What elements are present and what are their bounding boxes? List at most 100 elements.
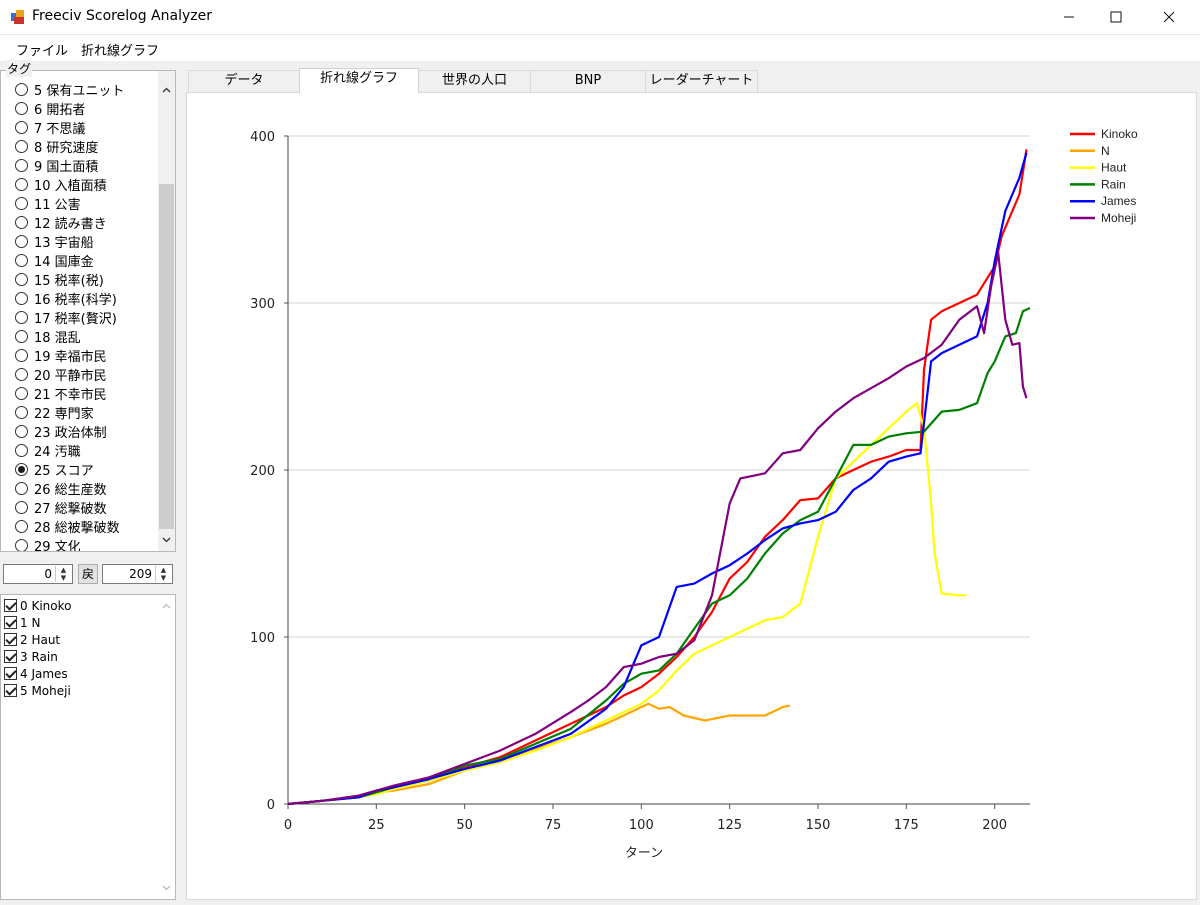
player-option[interactable]: 0 Kinoko: [4, 597, 71, 614]
radio-icon[interactable]: [15, 368, 28, 381]
tag-option[interactable]: 21 不幸市民: [15, 384, 107, 403]
series-line-haut: [287, 402, 967, 806]
tag-option[interactable]: 20 平静市民: [15, 365, 107, 384]
radio-icon[interactable]: [15, 216, 28, 229]
radio-icon[interactable]: [15, 102, 28, 115]
radio-icon[interactable]: [15, 520, 28, 533]
tab-data[interactable]: データ: [188, 70, 300, 92]
x-tick-label: 200: [982, 818, 1007, 833]
menu-line-graph[interactable]: 折れ線グラフ: [81, 44, 160, 59]
tab-radar-chart[interactable]: レーダーチャート: [645, 70, 758, 92]
radio-icon[interactable]: [15, 501, 28, 514]
tag-option[interactable]: 22 専門家: [15, 403, 94, 422]
radio-icon[interactable]: [15, 406, 28, 419]
close-button[interactable]: [1146, 0, 1192, 34]
radio-icon[interactable]: [15, 330, 28, 343]
scroll-down-icon[interactable]: [158, 531, 175, 548]
tag-option-label: 18 混乱: [34, 331, 81, 346]
tag-option[interactable]: 14 国庫金: [15, 251, 94, 270]
player-option[interactable]: 1 N: [4, 614, 40, 631]
tag-option[interactable]: 13 宇宙船: [15, 232, 94, 251]
tab-bnp[interactable]: BNP: [530, 70, 646, 92]
checkbox-icon[interactable]: [4, 650, 17, 663]
tag-option[interactable]: 12 読み書き: [15, 213, 107, 232]
x-tick-label: 175: [894, 818, 919, 833]
tag-option[interactable]: 27 総撃破数: [15, 498, 107, 517]
app-icon: [11, 10, 24, 24]
radio-icon[interactable]: [15, 235, 28, 248]
start-turn-input[interactable]: 0 ▲ ▼: [3, 564, 73, 584]
radio-icon[interactable]: [15, 425, 28, 438]
radio-icon[interactable]: [15, 311, 28, 324]
tag-option[interactable]: 26 総生産数: [15, 479, 107, 498]
tag-list-scroll-thumb[interactable]: [159, 184, 174, 529]
player-option[interactable]: 5 Moheji: [4, 682, 71, 699]
radio-icon[interactable]: [15, 463, 28, 476]
radio-icon[interactable]: [15, 159, 28, 172]
tag-option[interactable]: 9 国土面積: [15, 156, 98, 175]
tab-world-population[interactable]: 世界の人口: [418, 70, 531, 92]
tag-option[interactable]: 24 汚職: [15, 441, 81, 460]
player-option-label: 0 Kinoko: [20, 598, 72, 613]
checkbox-icon[interactable]: [4, 684, 17, 697]
tag-option[interactable]: 17 税率(贅沢): [15, 308, 117, 327]
radio-icon[interactable]: [15, 178, 28, 191]
radio-icon[interactable]: [15, 292, 28, 305]
tag-list-scrollbar[interactable]: [158, 71, 175, 551]
bottom-edge: [0, 900, 1200, 905]
tag-option[interactable]: 7 不思議: [15, 118, 85, 137]
radio-icon[interactable]: [15, 273, 28, 286]
end-turn-input[interactable]: 209 ▲ ▼: [102, 564, 173, 584]
tag-option[interactable]: 16 税率(科学): [15, 289, 117, 308]
player-list-scrollbar[interactable]: [158, 595, 175, 899]
radio-icon[interactable]: [15, 121, 28, 134]
checkbox-icon[interactable]: [4, 616, 17, 629]
player-scroll-up-icon[interactable]: [158, 597, 175, 614]
tag-option[interactable]: 19 幸福市民: [15, 346, 107, 365]
tag-option[interactable]: 15 税率(税): [15, 270, 104, 289]
checkbox-icon[interactable]: [4, 633, 17, 646]
minimize-button[interactable]: [1046, 0, 1092, 34]
radio-icon[interactable]: [15, 197, 28, 210]
tag-option[interactable]: 29 文化: [15, 536, 81, 551]
tag-option[interactable]: 8 研究速度: [15, 137, 98, 156]
radio-icon[interactable]: [15, 539, 28, 551]
tag-option[interactable]: 5 保有ユニット: [15, 80, 124, 99]
menu-file[interactable]: ファイル: [16, 44, 69, 59]
end-turn-spinner[interactable]: ▲ ▼: [155, 566, 171, 582]
player-option[interactable]: 4 James: [4, 665, 68, 682]
legend-label: N: [1101, 144, 1110, 158]
start-turn-spinner[interactable]: ▲ ▼: [55, 566, 71, 582]
scroll-up-icon[interactable]: [158, 81, 175, 98]
window-title: Freeciv Scorelog Analyzer: [32, 8, 212, 24]
back-button[interactable]: 戻: [78, 564, 98, 584]
tab-line-graph[interactable]: 折れ線グラフ: [299, 68, 419, 93]
radio-icon[interactable]: [15, 444, 28, 457]
checkbox-icon[interactable]: [4, 599, 17, 612]
player-list[interactable]: 0 Kinoko 1 N 2 Haut 3 Rain 4 James 5 Moheji: [0, 594, 176, 900]
tag-option-label: 24 汚職: [34, 445, 81, 460]
maximize-button[interactable]: [1093, 0, 1139, 34]
radio-icon[interactable]: [15, 83, 28, 96]
tag-option[interactable]: 28 総被撃破数: [15, 517, 120, 536]
tag-option[interactable]: 25 スコア: [15, 460, 94, 479]
tag-option-label: 21 不幸市民: [34, 388, 107, 403]
checkbox-icon[interactable]: [4, 667, 17, 680]
player-option[interactable]: 2 Haut: [4, 631, 60, 648]
player-option[interactable]: 3 Rain: [4, 648, 58, 665]
radio-icon[interactable]: [15, 349, 28, 362]
radio-icon[interactable]: [15, 482, 28, 495]
tag-option[interactable]: 6 開拓者: [15, 99, 85, 118]
tag-list[interactable]: 5 保有ユニット 6 開拓者 7 不思議 8 研究速度 9 国土面積 10 入植面積 11 …: [0, 70, 176, 552]
radio-icon[interactable]: [15, 254, 28, 267]
tag-option[interactable]: 23 政治体制: [15, 422, 107, 441]
y-tick-label: 200: [250, 464, 275, 479]
radio-icon[interactable]: [15, 387, 28, 400]
tag-option[interactable]: 11 公害: [15, 194, 81, 213]
x-tick-label: 100: [629, 818, 654, 833]
tag-option[interactable]: 18 混乱: [15, 327, 81, 346]
radio-icon[interactable]: [15, 140, 28, 153]
tag-option[interactable]: 10 入植面積: [15, 175, 107, 194]
y-tick-label: 300: [250, 297, 275, 312]
player-scroll-down-icon[interactable]: [158, 879, 175, 896]
